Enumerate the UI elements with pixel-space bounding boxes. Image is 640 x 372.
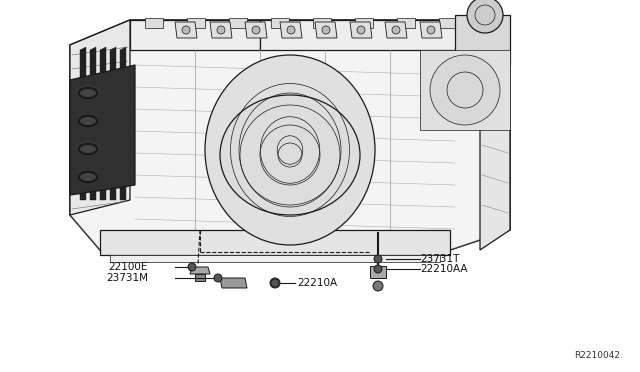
Polygon shape xyxy=(110,255,440,262)
Ellipse shape xyxy=(220,95,360,215)
Circle shape xyxy=(430,55,500,125)
Ellipse shape xyxy=(77,170,99,184)
Polygon shape xyxy=(245,22,267,38)
Circle shape xyxy=(374,265,382,273)
Polygon shape xyxy=(120,47,126,200)
Polygon shape xyxy=(420,22,442,38)
Polygon shape xyxy=(220,278,247,288)
Text: 22210AA: 22210AA xyxy=(420,264,467,274)
Circle shape xyxy=(188,263,196,271)
Polygon shape xyxy=(480,20,510,250)
Polygon shape xyxy=(280,22,302,38)
Polygon shape xyxy=(70,20,510,250)
Polygon shape xyxy=(370,266,386,278)
Polygon shape xyxy=(420,50,510,130)
Polygon shape xyxy=(439,18,457,28)
Circle shape xyxy=(373,281,383,291)
Polygon shape xyxy=(350,22,372,38)
Polygon shape xyxy=(385,22,407,38)
Polygon shape xyxy=(313,18,331,28)
Polygon shape xyxy=(315,22,337,38)
Polygon shape xyxy=(70,20,130,215)
Text: 22210A: 22210A xyxy=(297,278,337,288)
Polygon shape xyxy=(187,18,205,28)
Polygon shape xyxy=(229,18,247,28)
Circle shape xyxy=(467,0,503,33)
Text: R2210042: R2210042 xyxy=(574,351,620,360)
Circle shape xyxy=(214,274,222,282)
Circle shape xyxy=(357,26,365,34)
Polygon shape xyxy=(175,22,197,38)
Polygon shape xyxy=(80,47,86,200)
Polygon shape xyxy=(110,47,116,200)
Polygon shape xyxy=(100,47,106,200)
Ellipse shape xyxy=(80,173,96,181)
Polygon shape xyxy=(190,267,210,274)
Circle shape xyxy=(271,279,279,287)
Ellipse shape xyxy=(80,145,96,153)
Circle shape xyxy=(322,26,330,34)
Text: 23731M: 23731M xyxy=(106,273,148,283)
Circle shape xyxy=(392,26,400,34)
Circle shape xyxy=(217,26,225,34)
Polygon shape xyxy=(90,47,96,200)
Circle shape xyxy=(252,26,260,34)
Circle shape xyxy=(270,278,280,288)
Polygon shape xyxy=(100,230,450,255)
Polygon shape xyxy=(195,274,205,281)
Circle shape xyxy=(427,26,435,34)
Polygon shape xyxy=(397,18,415,28)
Polygon shape xyxy=(145,18,163,28)
Ellipse shape xyxy=(77,86,99,100)
Text: 23731T: 23731T xyxy=(420,254,460,264)
Polygon shape xyxy=(70,45,510,250)
Polygon shape xyxy=(260,20,480,50)
Circle shape xyxy=(374,255,382,263)
Ellipse shape xyxy=(77,114,99,128)
Polygon shape xyxy=(130,20,260,50)
Polygon shape xyxy=(355,18,373,28)
Polygon shape xyxy=(455,15,510,65)
Text: 22100E: 22100E xyxy=(109,262,148,272)
Circle shape xyxy=(182,26,190,34)
Polygon shape xyxy=(271,18,289,28)
Ellipse shape xyxy=(77,142,99,156)
Ellipse shape xyxy=(80,89,96,97)
Polygon shape xyxy=(70,65,135,195)
Ellipse shape xyxy=(205,55,375,245)
Polygon shape xyxy=(210,22,232,38)
Circle shape xyxy=(287,26,295,34)
Ellipse shape xyxy=(80,117,96,125)
